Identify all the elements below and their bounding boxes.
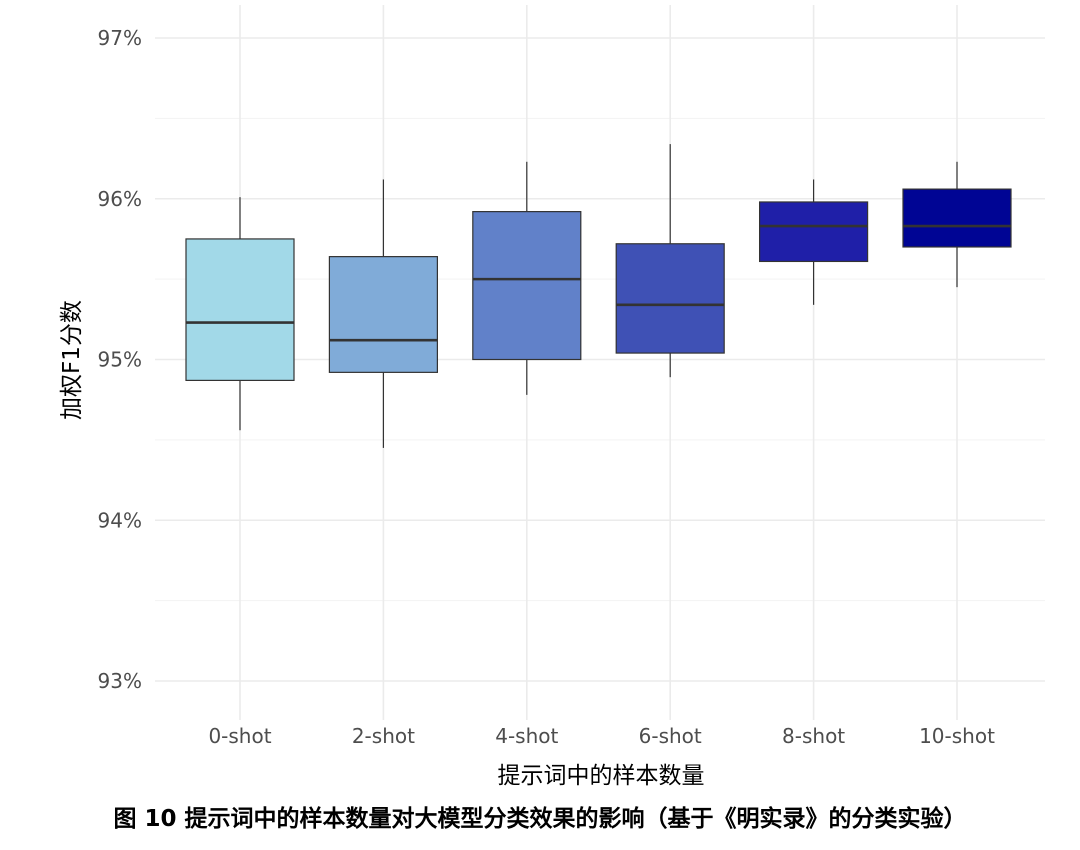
box-2-shot <box>328 179 438 448</box>
x-tick-label: 0-shot <box>208 724 271 748</box>
box-body <box>902 188 1012 248</box>
box-4-shot <box>472 161 582 395</box>
y-tick-labels: 93% 94% 95% 96% 97% <box>98 26 142 693</box>
y-tick-label: 94% <box>98 508 142 532</box>
box-body <box>615 243 725 354</box>
box-body <box>328 256 438 373</box>
y-tick-label: 93% <box>98 669 142 693</box>
y-tick-label: 97% <box>98 26 142 50</box>
y-tick-label: 95% <box>98 348 142 372</box>
box-10-shot <box>902 161 1012 288</box>
box-6-shot <box>615 144 725 378</box>
box-body <box>472 211 582 361</box>
boxes <box>185 144 1012 448</box>
x-tick-labels: 0-shot 2-shot 4-shot 6-shot 8-shot 10-shot <box>208 724 995 748</box>
box-8-shot <box>758 179 869 305</box>
y-tick-label: 96% <box>98 187 142 211</box>
y-axis-title: 加权F1分数 <box>59 300 85 420</box>
x-axis-title: 提示词中的样本数量 <box>498 763 705 789</box>
x-tick-label: 10-shot <box>919 724 995 748</box>
box-0-shot <box>185 197 295 431</box>
box-body <box>185 238 295 381</box>
figure-caption: 图 10 提示词中的样本数量对大模型分类效果的影响（基于《明实录》的分类实验） <box>113 805 966 832</box>
x-tick-label: 8-shot <box>782 724 845 748</box>
x-tick-label: 6-shot <box>639 724 702 748</box>
box-body <box>758 201 869 263</box>
x-tick-label: 2-shot <box>352 724 415 748</box>
x-tick-label: 4-shot <box>495 724 558 748</box>
